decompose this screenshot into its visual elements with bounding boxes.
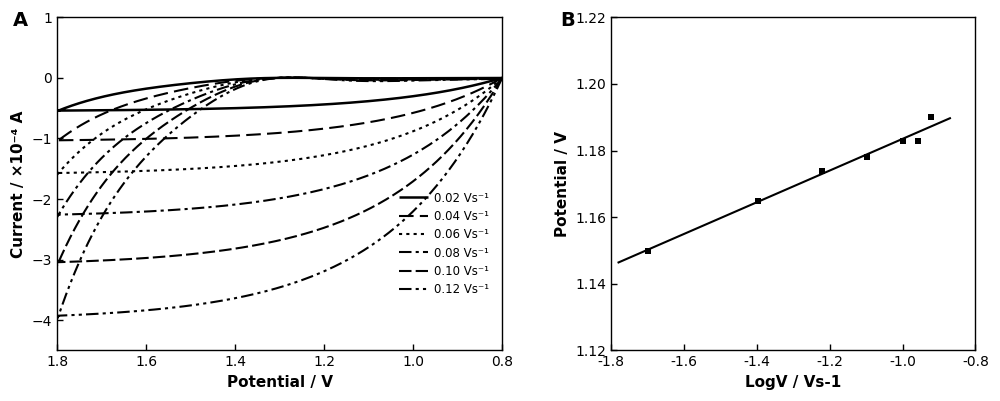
Y-axis label: Current / ×10⁻⁴ A: Current / ×10⁻⁴ A (11, 110, 26, 257)
Y-axis label: Potential / V: Potential / V (555, 131, 570, 237)
Point (750, 197, 766, 204)
Point (814, 167, 830, 174)
X-axis label: LogV / Vs-1: LogV / Vs-1 (745, 375, 841, 390)
Point (640, 247, 656, 254)
Point (895, 138, 911, 144)
Legend: 0.02 Vs⁻¹, 0.04 Vs⁻¹, 0.06 Vs⁻¹, 0.08 Vs⁻¹, 0.10 Vs⁻¹, 0.12 Vs⁻¹: 0.02 Vs⁻¹, 0.04 Vs⁻¹, 0.06 Vs⁻¹, 0.08 Vs… (394, 187, 494, 301)
Point (859, 154, 875, 160)
Text: B: B (560, 10, 575, 30)
Text: A: A (13, 10, 28, 30)
X-axis label: Potential / V: Potential / V (227, 375, 333, 390)
Point (910, 138, 926, 144)
Point (923, 114, 939, 120)
